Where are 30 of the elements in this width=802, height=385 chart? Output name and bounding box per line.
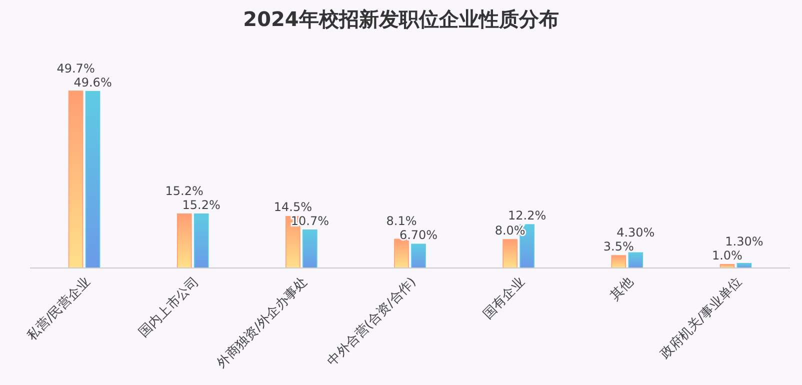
bar (611, 255, 626, 268)
bar (85, 90, 100, 268)
data-label: 15.2% (182, 198, 220, 212)
data-label: 14.5% (274, 200, 312, 214)
bar (411, 244, 426, 268)
x-tick-label: 中外合营(合资/合作) (324, 274, 420, 370)
data-label: 1.0% (712, 248, 742, 262)
x-tick-label: 政府机关/事业单位 (657, 274, 746, 362)
bar (502, 239, 518, 268)
bar (302, 229, 318, 268)
data-label: 15.2% (165, 184, 204, 198)
bar (68, 90, 84, 268)
data-label: 1.30% (725, 234, 764, 248)
bar (176, 213, 192, 268)
x-tick-label: 外商独资/外企办事处 (214, 274, 311, 372)
chart-title: 2024年校招新发职位企业性质分布 (243, 7, 559, 31)
bar (394, 238, 409, 268)
data-label: 49.6% (74, 75, 112, 90)
x-tick-label: 国内上市公司 (136, 274, 202, 340)
bar (628, 252, 644, 268)
bar (194, 213, 209, 268)
data-label: 8.1% (386, 214, 417, 228)
x-tick-label: 私营/民营企业 (24, 274, 94, 344)
data-label: 6.70% (399, 228, 438, 242)
data-label: 49.7% (56, 61, 95, 76)
data-label: 12.2% (508, 208, 546, 223)
data-label: 3.5% (603, 240, 634, 254)
data-label: 4.30% (616, 226, 655, 240)
x-tick-label: 其他 (607, 274, 636, 304)
x-tick-label: 国有企业 (480, 274, 528, 322)
